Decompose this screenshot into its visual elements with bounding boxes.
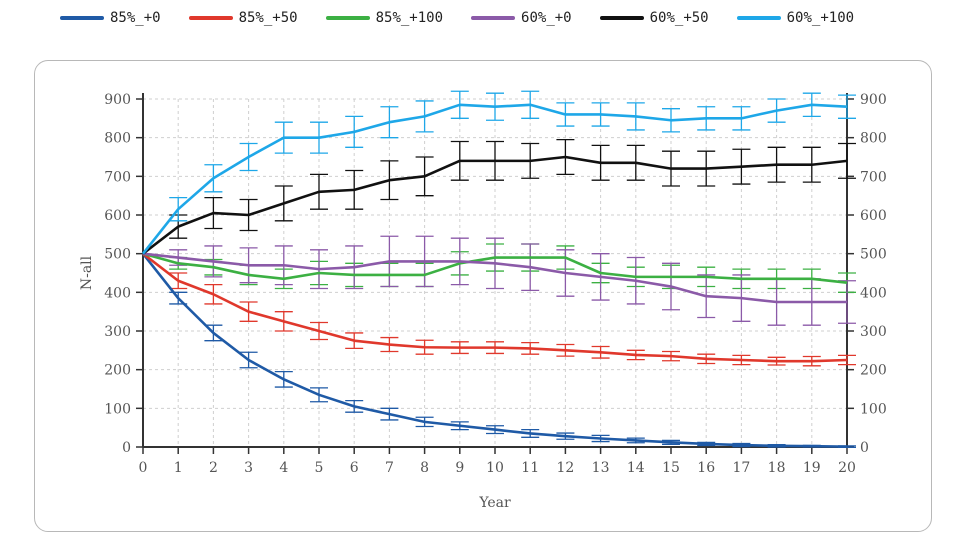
y-tick-label-right: 100 — [860, 401, 887, 417]
chart-panel: 0 0 100 100 200 200 300 300 400 400 500 500 600 600 70… — [34, 60, 932, 532]
series-line-3 — [142, 252, 847, 304]
legend-label: 85%_+0 — [110, 10, 161, 26]
x-axis-title: Year — [478, 495, 511, 511]
legend-item: 85%_+50 — [188, 10, 298, 26]
x-tick-label: 20 — [838, 460, 856, 476]
x-tick-label: 8 — [420, 460, 429, 476]
legend-swatch — [471, 16, 516, 20]
y-tick-label-left: 0 — [122, 440, 131, 456]
x-tick-label: 18 — [768, 460, 786, 476]
y-tick-label-right: 600 — [860, 208, 887, 224]
chart-legend: 85%_+0 85%_+50 85%_+100 60%_+0 60%_+50 60%_+1… — [60, 6, 910, 30]
y-tick-label-right: 200 — [860, 363, 887, 379]
x-tick-label: 15 — [662, 460, 680, 476]
x-tick-label: 16 — [697, 460, 715, 476]
y-tick-label-right: 0 — [860, 440, 869, 456]
y-tick-label-left: 400 — [104, 285, 131, 301]
series-line-1 — [142, 252, 848, 363]
y-axis-title: N-all — [79, 255, 95, 290]
x-tick-label: 0 — [139, 460, 148, 476]
y-tick-label-right: 800 — [860, 131, 887, 147]
y-tick-label-left: 500 — [104, 247, 131, 263]
x-tick-label: 12 — [556, 460, 574, 476]
y-tick-label-left: 100 — [104, 401, 131, 417]
x-tick-label: 5 — [315, 460, 324, 476]
x-tick-label: 11 — [521, 460, 539, 476]
y-tick-label-left: 700 — [104, 169, 131, 185]
legend-swatch — [188, 16, 233, 20]
legend-swatch — [325, 16, 370, 20]
legend-swatch — [60, 16, 104, 20]
x-tick-label: 17 — [732, 460, 750, 476]
legend-label: 60%_+50 — [649, 10, 709, 26]
y-tick-label-left: 300 — [104, 324, 131, 340]
legend-label: 60%_+0 — [521, 10, 572, 26]
x-tick-label: 4 — [279, 460, 288, 476]
legend-label: 85%_+100 — [375, 10, 444, 26]
y-tick-label-right: 700 — [860, 169, 887, 185]
series-line-5 — [141, 103, 848, 255]
x-tick-label: 10 — [486, 460, 504, 476]
legend-item: 85%_+0 — [60, 10, 161, 26]
y-tick-label-left: 900 — [104, 92, 131, 108]
legend-swatch — [736, 16, 781, 20]
series-line-0 — [141, 252, 848, 448]
y-tick-label-right: 500 — [860, 247, 887, 263]
y-tick-label-left: 600 — [104, 208, 131, 224]
legend-item: 85%_+100 — [325, 10, 444, 26]
x-tick-label: 3 — [244, 460, 253, 476]
y-tick-label-left: 800 — [104, 131, 131, 147]
x-tick-label: 9 — [455, 460, 464, 476]
series-line-2 — [142, 252, 848, 284]
x-tick-label: 19 — [803, 460, 821, 476]
y-tick-label-right: 900 — [860, 92, 887, 108]
x-tick-label: 1 — [174, 460, 183, 476]
x-tick-label: 7 — [385, 460, 394, 476]
y-tick-label-right: 400 — [860, 285, 887, 301]
legend-item: 60%_+50 — [599, 10, 709, 26]
x-tick-label: 13 — [592, 460, 610, 476]
legend-label: 85%_+50 — [238, 10, 298, 26]
x-tick-label: 6 — [350, 460, 359, 476]
legend-item: 60%_+100 — [736, 10, 855, 26]
y-tick-label-right: 300 — [860, 324, 887, 340]
y-tick-label-left: 200 — [104, 363, 131, 379]
series-line-4 — [142, 155, 848, 255]
legend-label: 60%_+100 — [786, 10, 855, 26]
legend-swatch — [599, 16, 644, 20]
x-tick-label: 2 — [209, 460, 218, 476]
x-tick-label: 14 — [627, 460, 645, 476]
legend-item: 60%_+0 — [471, 10, 572, 26]
